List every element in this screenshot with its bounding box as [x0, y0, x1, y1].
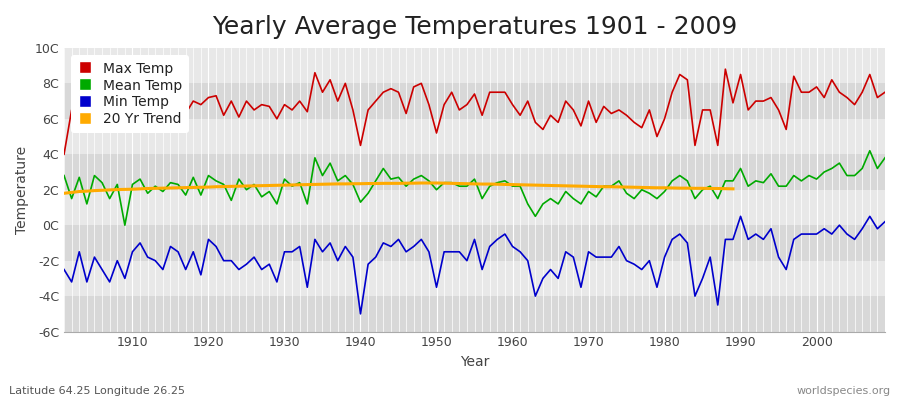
- Title: Yearly Average Temperatures 1901 - 2009: Yearly Average Temperatures 1901 - 2009: [212, 15, 737, 39]
- Bar: [64, 119, 885, 154]
- Text: Latitude 64.25 Longitude 26.25: Latitude 64.25 Longitude 26.25: [9, 386, 185, 396]
- Bar: [64, 154, 885, 190]
- Bar: [64, 261, 885, 296]
- Bar: [64, 48, 885, 83]
- Legend: Max Temp, Mean Temp, Min Temp, 20 Yr Trend: Max Temp, Mean Temp, Min Temp, 20 Yr Tre…: [71, 55, 189, 133]
- Bar: [64, 190, 885, 225]
- Text: worldspecies.org: worldspecies.org: [796, 386, 891, 396]
- Bar: [64, 225, 885, 261]
- Bar: [64, 296, 885, 332]
- X-axis label: Year: Year: [460, 355, 490, 369]
- Bar: [64, 83, 885, 119]
- Y-axis label: Temperature: Temperature: [15, 146, 29, 234]
